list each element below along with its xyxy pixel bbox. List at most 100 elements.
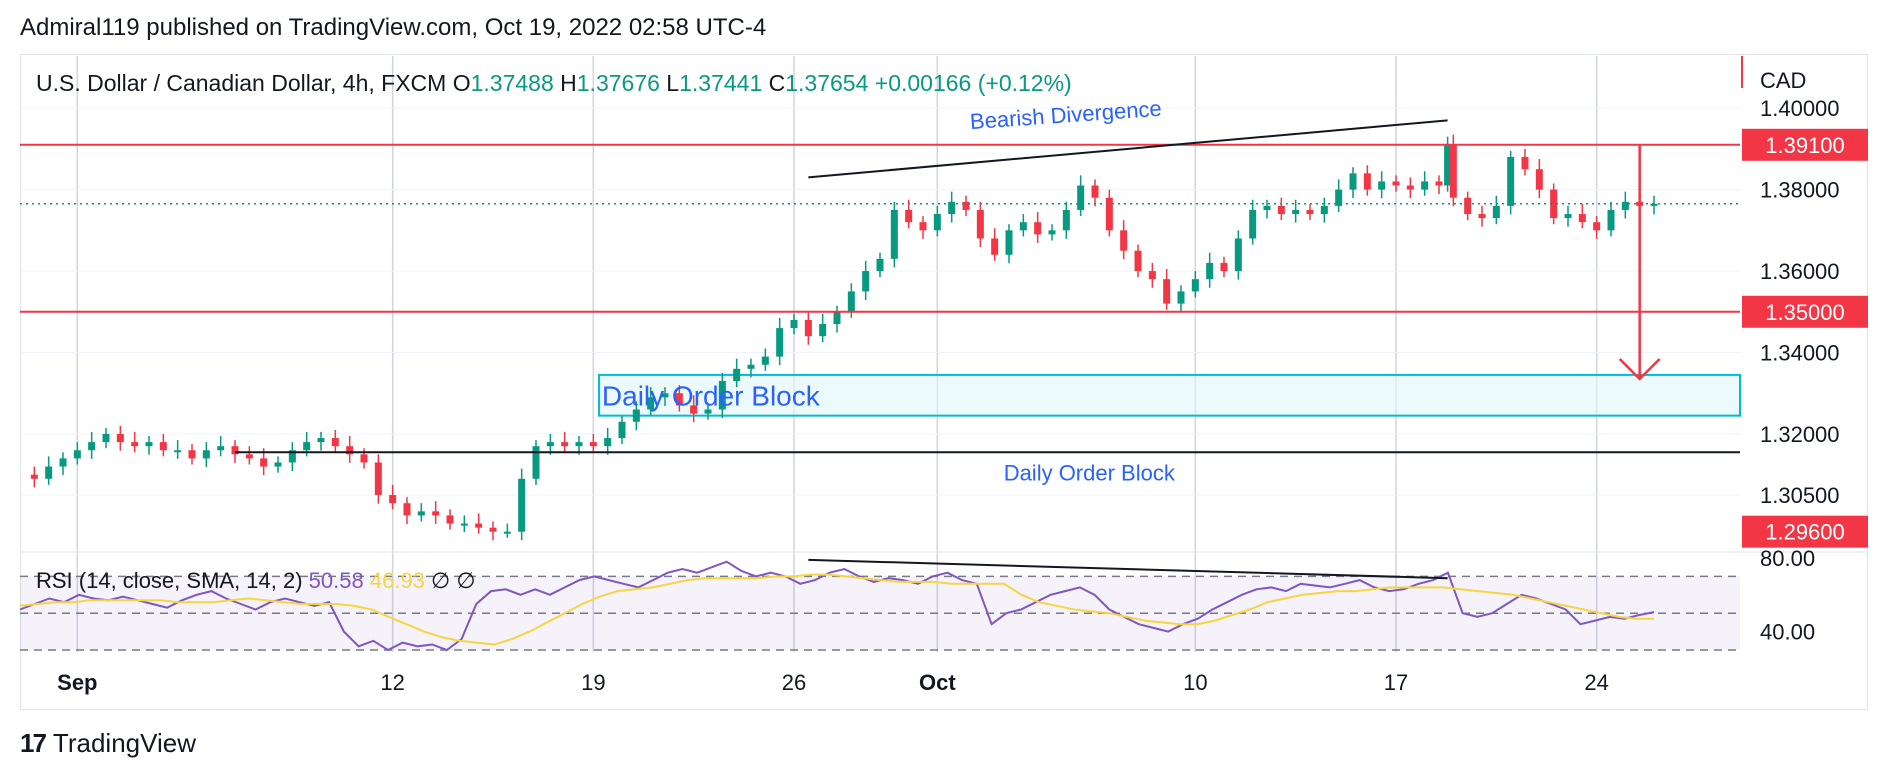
tradingview-logo[interactable]: 17 TradingView bbox=[20, 728, 196, 759]
tradingview-logo-icon: 17 bbox=[20, 728, 47, 758]
candle-body bbox=[876, 258, 884, 272]
candle-body bbox=[346, 446, 354, 455]
low-label: L bbox=[666, 70, 680, 96]
chart-frame bbox=[20, 54, 1868, 710]
candle-body bbox=[360, 454, 368, 463]
x-tick-label: 17 bbox=[1384, 670, 1408, 695]
x-tick-label: Sep bbox=[57, 670, 97, 695]
price-label-box bbox=[1742, 295, 1868, 328]
candle-body bbox=[618, 421, 626, 439]
x-tick-label: 24 bbox=[1584, 670, 1608, 695]
divergence-line bbox=[808, 119, 1448, 179]
rsi-sma-value: 46.93 bbox=[369, 568, 425, 593]
candle-body bbox=[819, 324, 827, 337]
price-axis: 1.40000 1.38000 1.36000 1.34000 1.32000 1.305… bbox=[1741, 56, 1868, 548]
candle-body bbox=[45, 466, 53, 479]
candle-body bbox=[1019, 222, 1027, 231]
y-tick-label: 1.32000 bbox=[1760, 422, 1840, 447]
x-tick-label: 19 bbox=[581, 670, 605, 695]
candle-body bbox=[389, 495, 397, 504]
candle-body bbox=[1492, 205, 1500, 219]
visibility-icon-2[interactable]: ∅ bbox=[456, 568, 476, 593]
candle-body bbox=[188, 450, 196, 459]
candle-body bbox=[561, 442, 569, 447]
candle-body bbox=[1507, 157, 1515, 206]
candle-body bbox=[417, 511, 425, 516]
candle-body bbox=[747, 364, 755, 369]
candle-body bbox=[919, 222, 927, 231]
candle-body bbox=[475, 523, 483, 528]
candle-body bbox=[432, 511, 440, 516]
candle-body bbox=[604, 438, 612, 447]
x-tick-label: 12 bbox=[380, 670, 404, 695]
candle-body bbox=[159, 442, 167, 451]
candle-body bbox=[102, 433, 110, 443]
visibility-icon-1[interactable]: ∅ bbox=[431, 568, 451, 593]
price-label-box bbox=[1742, 128, 1868, 161]
candle-body bbox=[274, 462, 282, 467]
x-tick-label: 26 bbox=[782, 670, 806, 695]
candle-body bbox=[460, 523, 468, 526]
candle-body bbox=[1521, 157, 1529, 170]
candle-body bbox=[260, 458, 268, 467]
candle-body bbox=[1077, 185, 1085, 210]
candle-body bbox=[518, 478, 526, 532]
rsi-pane: 80.00 40.00 bbox=[19, 546, 1868, 652]
y-tick-label: 1.38000 bbox=[1760, 178, 1840, 203]
tradingview-brand: TradingView bbox=[52, 728, 196, 758]
price-label: 1.39100 bbox=[1765, 133, 1845, 158]
candle-body bbox=[1593, 222, 1601, 231]
order-block-zone bbox=[598, 373, 1741, 417]
rsi-sma-line bbox=[19, 573, 1655, 646]
candle-body bbox=[991, 238, 999, 255]
candle-body bbox=[73, 450, 81, 459]
candle-body bbox=[88, 442, 96, 451]
candle-body bbox=[632, 409, 640, 422]
candle-body bbox=[1421, 181, 1429, 190]
candle-body bbox=[288, 450, 296, 463]
candle-body bbox=[1363, 173, 1371, 190]
candle-body bbox=[1449, 144, 1457, 198]
high-value: 1.37676 bbox=[576, 70, 660, 96]
candle-body bbox=[403, 503, 411, 516]
candle-body bbox=[1464, 197, 1472, 215]
candle-body bbox=[1263, 205, 1271, 210]
change-value: +0.00166 (+0.12%) bbox=[874, 70, 1072, 96]
candle-body bbox=[948, 201, 956, 215]
candle-body bbox=[1048, 230, 1056, 235]
candle-body bbox=[1535, 169, 1543, 190]
candle-body bbox=[776, 328, 784, 357]
rsi-label: RSI (14, close, SMA, 14, 2) bbox=[36, 568, 303, 593]
candle-body bbox=[804, 319, 812, 337]
candle-body bbox=[704, 409, 712, 414]
candle-body bbox=[1335, 189, 1343, 206]
candle-body bbox=[661, 393, 669, 398]
y-tick-label: 1.30500 bbox=[1760, 483, 1840, 508]
time-axis: Sep 12 19 26 Oct 10 17 24 bbox=[57, 670, 1609, 695]
overlays: Bearish Divergence Daily Order Block Daily… bbox=[20, 96, 1740, 486]
candle-body bbox=[1378, 181, 1386, 190]
y-tick-label: 1.40000 bbox=[1760, 96, 1840, 121]
candle-body bbox=[847, 291, 855, 312]
rsi-tick-label: 40.00 bbox=[1760, 620, 1815, 645]
candle-body bbox=[733, 368, 741, 382]
low-value: 1.37441 bbox=[679, 70, 763, 96]
candle-body bbox=[890, 209, 898, 259]
bearish-divergence-label: Bearish Divergence bbox=[969, 96, 1162, 134]
candle-body bbox=[1435, 181, 1443, 186]
candle-body bbox=[1650, 203, 1658, 206]
candle-body bbox=[1306, 209, 1314, 215]
target-arrow-head bbox=[1618, 358, 1661, 381]
currency-label: CAD bbox=[1760, 68, 1806, 93]
high-label: H bbox=[560, 70, 577, 96]
candle-body bbox=[1005, 230, 1013, 255]
rsi-tick-label: 80.00 bbox=[1760, 546, 1815, 571]
symbol-name: U.S. Dollar / Canadian Dollar, 4h, FXCM bbox=[36, 70, 447, 96]
candle-body bbox=[1091, 185, 1099, 198]
candle-body bbox=[503, 531, 511, 534]
candles bbox=[30, 134, 1658, 541]
candle-body bbox=[303, 442, 311, 451]
candle-body bbox=[489, 527, 497, 532]
candle-body bbox=[1564, 214, 1572, 219]
